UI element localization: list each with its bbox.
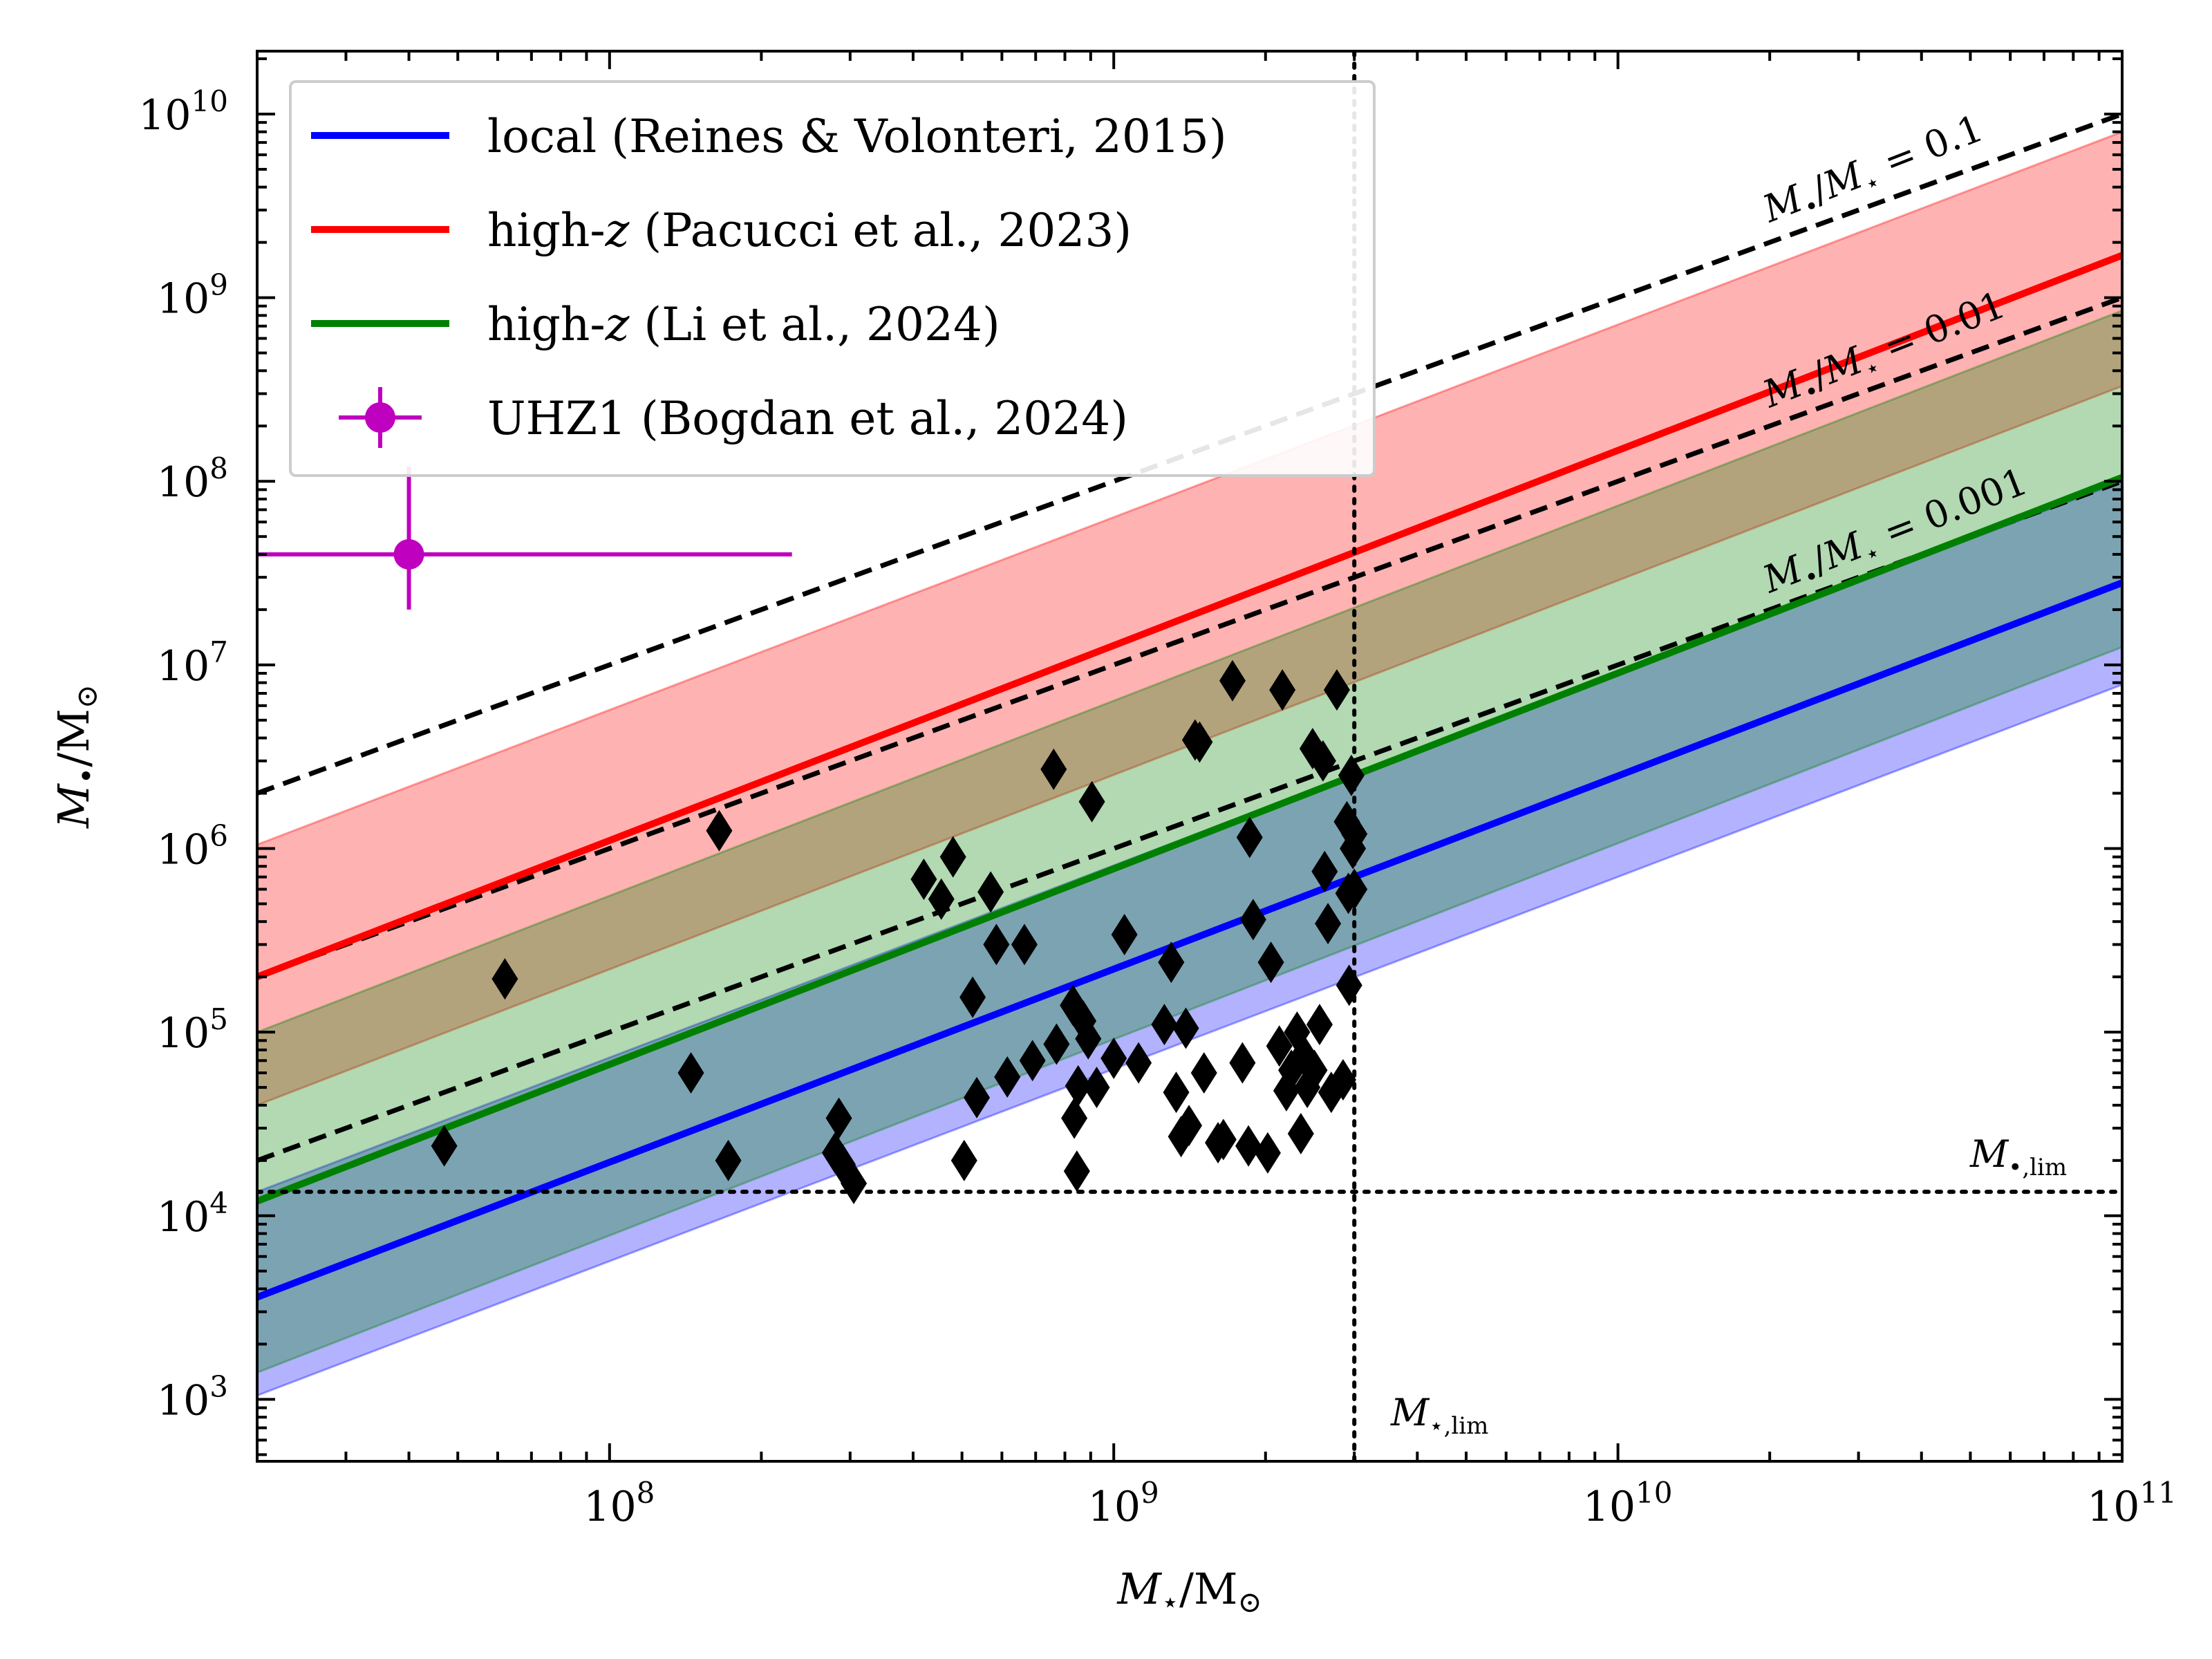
relation-lines: [257, 252, 2122, 1301]
y-tick-label: 1010: [138, 84, 228, 140]
data-point: [1125, 1042, 1152, 1084]
uhz1-errorbar: [257, 467, 792, 610]
data-point: [1269, 669, 1296, 711]
data-point: [1100, 1038, 1127, 1080]
data-point: [939, 836, 966, 878]
x-tick-label: 1011: [2087, 1476, 2177, 1531]
y-tick-label: 109: [157, 268, 228, 324]
legend-label-local: local (Reines & Volonteri, 2015): [487, 110, 1227, 163]
data-point: [1011, 924, 1038, 966]
legend-box: [289, 80, 1376, 477]
data-point: [841, 1163, 868, 1205]
data-point: [1019, 1040, 1046, 1082]
data-point: [491, 958, 518, 1000]
x-tick-label: 1010: [1583, 1476, 1673, 1531]
data-point: [1063, 1150, 1090, 1192]
x-axis-title: M⋆/M⊙: [1116, 1564, 1262, 1619]
data-point: [1301, 1049, 1328, 1091]
data-point: [1078, 780, 1105, 823]
data-point: [1323, 669, 1350, 711]
data-point: [1239, 899, 1266, 941]
y-tick-label: 108: [157, 451, 228, 507]
tick-labels: 108 109 1010 1011 103 104 105 106 107 108 109 1010: [138, 84, 2177, 1531]
data-point: [1311, 850, 1338, 892]
y-tick-label: 103: [157, 1369, 228, 1425]
y-axis-title: M•/M⊙: [48, 684, 104, 829]
plot-frame: [256, 50, 2124, 1463]
uhz1-marker: [393, 538, 424, 570]
plot-area: [257, 51, 2122, 1461]
data-point: [1338, 754, 1365, 796]
data-point: [1254, 1132, 1281, 1174]
data-point: [1172, 1007, 1199, 1049]
data-point: [994, 1056, 1021, 1098]
data-point: [1111, 913, 1138, 955]
data-point: [1341, 813, 1368, 855]
data-point: [1083, 1067, 1110, 1109]
data-point: [1075, 1018, 1102, 1060]
data-point: [431, 1125, 458, 1167]
relation-line-1: [257, 252, 2122, 980]
data-point: [1158, 941, 1185, 984]
legend-swatch-uhz1-marker: [365, 402, 395, 433]
data-point: [1061, 1097, 1088, 1139]
legend-label-uhz1: UHZ1 (Bogdan et al., 2024): [487, 392, 1128, 445]
data-points: [431, 659, 1368, 1205]
mstar-lim-label: M⋆,lim: [1390, 1391, 1488, 1440]
data-point: [1235, 1125, 1262, 1167]
data-point: [1163, 1071, 1190, 1114]
x-tick-label: 109: [1088, 1476, 1159, 1531]
data-point: [1335, 964, 1362, 1006]
data-point: [1315, 903, 1342, 945]
y-tick-label: 106: [157, 819, 228, 874]
data-point: [677, 1052, 704, 1094]
data-point: [706, 809, 733, 852]
relation-line-2: [257, 474, 2122, 1205]
data-point: [1309, 740, 1336, 782]
data-point: [1329, 1059, 1356, 1101]
data-point: [1176, 1105, 1203, 1147]
data-point: [964, 1076, 991, 1118]
axis-ticks: [256, 51, 2124, 1461]
data-point: [1341, 868, 1368, 910]
data-point: [1266, 1025, 1293, 1067]
data-point: [910, 858, 937, 900]
data-point: [1190, 1052, 1217, 1094]
legend-label-li: high-z (Li et al., 2024): [487, 298, 1000, 351]
data-point: [1210, 1118, 1237, 1161]
data-point: [1257, 941, 1284, 984]
data-point: [977, 871, 1004, 913]
data-point: [1306, 1004, 1333, 1046]
y-tick-label: 107: [157, 635, 228, 691]
data-point: [715, 1139, 742, 1181]
data-point: [825, 1097, 852, 1139]
legend-label-pacucci: high-z (Pacucci et al., 2023): [487, 204, 1132, 257]
data-point: [1151, 1004, 1178, 1046]
data-point: [1287, 1112, 1314, 1154]
data-point: [959, 976, 986, 1018]
y-tick-label: 104: [157, 1186, 228, 1241]
data-point: [928, 878, 955, 920]
legend: local (Reines & Volonteri, 2015) high-z …: [289, 80, 1376, 477]
mbh-lim-label: M•,lim: [1969, 1132, 2067, 1181]
data-point: [1043, 1023, 1070, 1065]
data-point: [1186, 721, 1213, 763]
data-point: [1065, 1065, 1091, 1107]
x-tick-label: 108: [583, 1476, 655, 1531]
data-point: [983, 924, 1010, 966]
data-point: [950, 1139, 977, 1181]
data-point: [1229, 1042, 1256, 1084]
data-point: [1236, 816, 1263, 859]
y-tick-label: 105: [157, 1002, 228, 1058]
data-point: [1219, 659, 1246, 702]
relation-line-0: [257, 579, 2122, 1301]
data-point: [1040, 748, 1067, 790]
